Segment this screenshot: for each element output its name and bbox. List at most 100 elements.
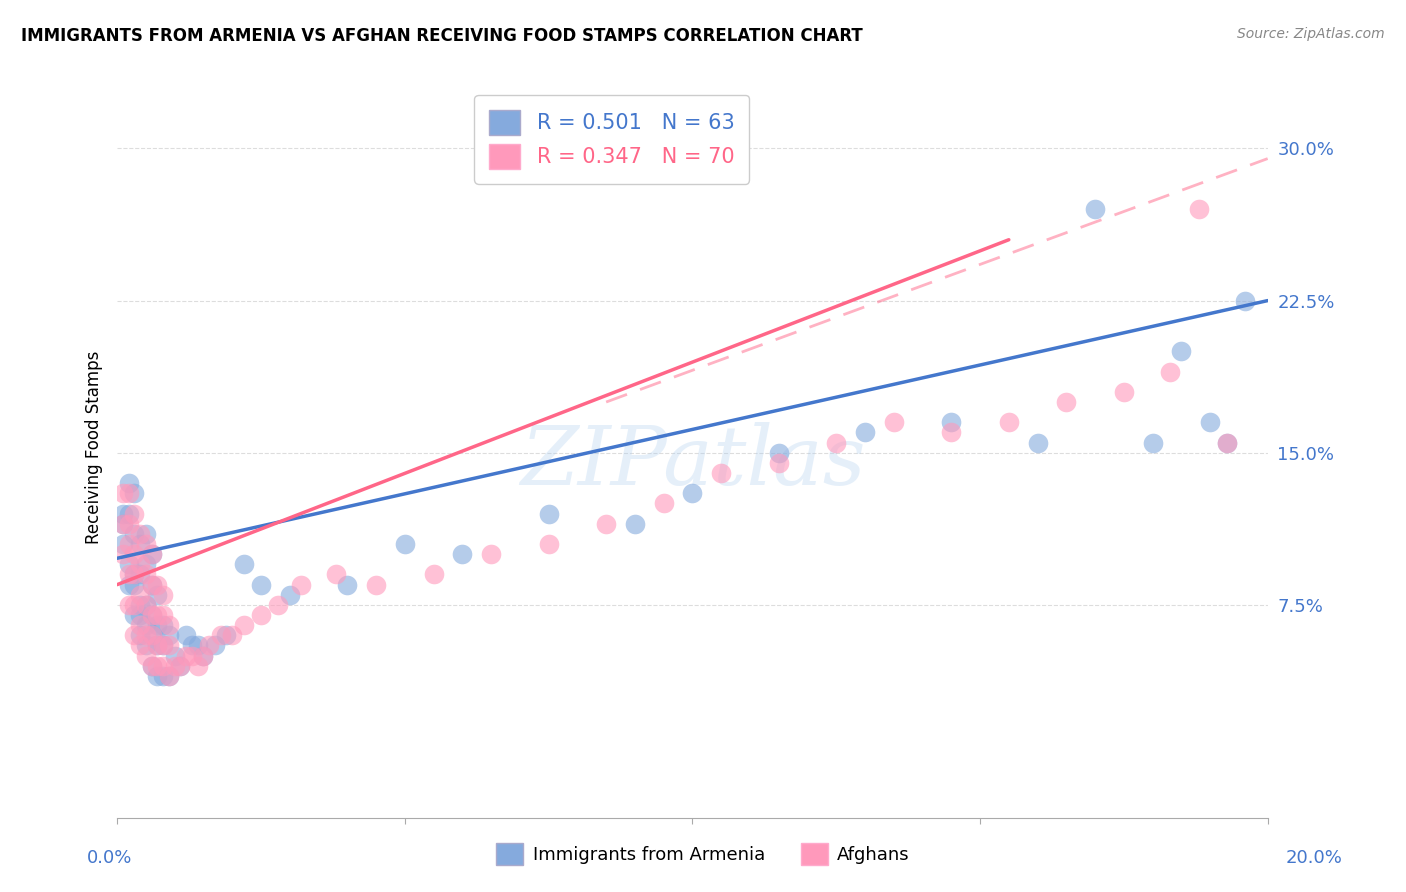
Point — [124, 507, 146, 521]
Point — [451, 547, 474, 561]
Point — [124, 567, 146, 582]
Point — [479, 547, 502, 561]
Point — [1170, 344, 1192, 359]
Point — [135, 648, 157, 663]
Point — [181, 648, 204, 663]
Point — [1199, 415, 1222, 429]
Point — [129, 639, 152, 653]
Text: 0.0%: 0.0% — [87, 849, 132, 867]
Point — [152, 669, 174, 683]
Point — [129, 527, 152, 541]
Point — [118, 558, 141, 572]
Point — [129, 588, 152, 602]
Point — [124, 608, 146, 623]
Point — [250, 608, 273, 623]
Point — [141, 658, 163, 673]
Point — [146, 658, 169, 673]
Point — [215, 628, 238, 642]
Point — [336, 577, 359, 591]
Point — [152, 658, 174, 673]
Y-axis label: Receiving Food Stamps: Receiving Food Stamps — [86, 351, 103, 544]
Point — [204, 639, 226, 653]
Point — [157, 618, 180, 632]
Point — [118, 516, 141, 531]
Point — [941, 415, 963, 429]
Point — [681, 486, 703, 500]
Point — [135, 537, 157, 551]
Point — [998, 415, 1021, 429]
Point — [290, 577, 312, 591]
Point — [163, 648, 186, 663]
Point — [146, 608, 169, 623]
Point — [129, 558, 152, 572]
Text: IMMIGRANTS FROM ARMENIA VS AFGHAN RECEIVING FOOD STAMPS CORRELATION CHART: IMMIGRANTS FROM ARMENIA VS AFGHAN RECEIV… — [21, 27, 863, 45]
Point — [422, 567, 444, 582]
Point — [135, 639, 157, 653]
Point — [124, 567, 146, 582]
Point — [118, 537, 141, 551]
Point — [135, 527, 157, 541]
Point — [169, 658, 191, 673]
Point — [152, 588, 174, 602]
Point — [118, 507, 141, 521]
Point — [652, 496, 675, 510]
Point — [135, 567, 157, 582]
Point — [1112, 384, 1135, 399]
Point — [169, 658, 191, 673]
Point — [141, 658, 163, 673]
Point — [537, 507, 560, 521]
Text: ZIPatlas: ZIPatlas — [520, 423, 865, 502]
Point — [537, 537, 560, 551]
Point — [135, 558, 157, 572]
Point — [187, 639, 209, 653]
Point — [152, 639, 174, 653]
Text: Source: ZipAtlas.com: Source: ZipAtlas.com — [1237, 27, 1385, 41]
Point — [1084, 202, 1107, 217]
Point — [141, 608, 163, 623]
Point — [111, 547, 134, 561]
Point — [394, 537, 416, 551]
Point — [135, 598, 157, 612]
Point — [135, 618, 157, 632]
Point — [1026, 435, 1049, 450]
Point — [181, 639, 204, 653]
Point — [129, 618, 152, 632]
Legend: Immigrants from Armenia, Afghans: Immigrants from Armenia, Afghans — [488, 834, 918, 874]
Point — [135, 598, 157, 612]
Point — [124, 598, 146, 612]
Point — [111, 537, 134, 551]
Point — [118, 577, 141, 591]
Point — [141, 628, 163, 642]
Point — [1188, 202, 1211, 217]
Point — [193, 648, 215, 663]
Point — [1054, 395, 1077, 409]
Point — [118, 598, 141, 612]
Point — [141, 577, 163, 591]
Point — [278, 588, 301, 602]
Point — [198, 639, 221, 653]
Point — [250, 577, 273, 591]
Point — [111, 516, 134, 531]
Point — [174, 648, 197, 663]
Point — [141, 628, 163, 642]
Point — [221, 628, 243, 642]
Point — [1233, 293, 1256, 308]
Point — [595, 516, 617, 531]
Point — [146, 588, 169, 602]
Point — [163, 658, 186, 673]
Point — [364, 577, 387, 591]
Point — [157, 669, 180, 683]
Point — [141, 547, 163, 561]
Point — [152, 608, 174, 623]
Point — [768, 446, 790, 460]
Point — [853, 425, 876, 440]
Point — [157, 639, 180, 653]
Point — [1159, 365, 1181, 379]
Point — [157, 628, 180, 642]
Point — [124, 628, 146, 642]
Point — [209, 628, 232, 642]
Point — [129, 628, 152, 642]
Legend: R = 0.501   N = 63, R = 0.347   N = 70: R = 0.501 N = 63, R = 0.347 N = 70 — [474, 95, 749, 184]
Point — [193, 648, 215, 663]
Point — [129, 608, 152, 623]
